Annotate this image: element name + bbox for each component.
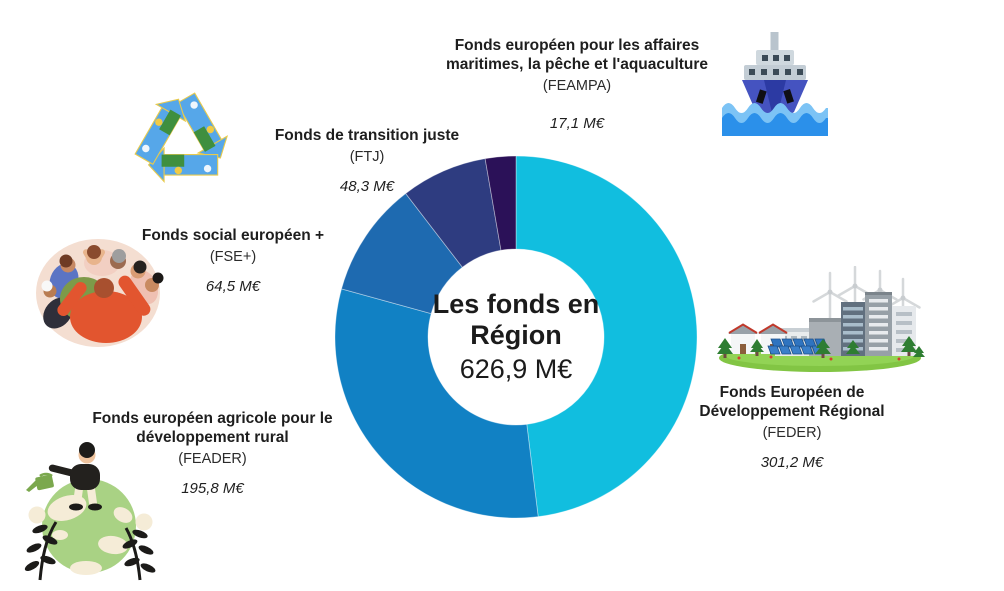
- donut-segment-feder: [515, 155, 698, 518]
- fund-code-feader: (FEADER): [178, 451, 247, 467]
- donut-segment-feader: [334, 288, 539, 519]
- donut-center-title-line2: Région: [470, 320, 562, 350]
- group-hug-icon: [32, 225, 172, 353]
- globe-gardener-icon: [20, 430, 160, 582]
- fund-code-feampa: (FEAMPA): [542, 78, 612, 94]
- fund-title-feader: Fonds européen agricole pour le développ…: [92, 410, 333, 446]
- ship-icon: [722, 30, 828, 136]
- fund-amount-ftj: 48,3 M€: [339, 178, 395, 195]
- fund-amount-feder: 301,2 M€: [760, 454, 824, 471]
- fund-title-ftj: Fonds de transition juste: [274, 127, 460, 144]
- recycling-icon: [115, 72, 250, 202]
- donut-segment-feampa: [484, 155, 517, 251]
- fund-label-ftj: Fonds de transition juste (FTJ) 48,3 M€: [262, 126, 472, 195]
- donut-center-total: 626,9 M€: [459, 354, 573, 384]
- fund-title-feder: Fonds Européen de Développement Régional: [699, 384, 885, 420]
- fund-label-fse-plus: Fonds social européen + (FSE+) 64,5 M€: [123, 226, 343, 295]
- fund-code-ftj: (FTJ): [349, 149, 385, 165]
- fund-title-feampa: Fonds européen pour les affaires maritim…: [445, 37, 709, 73]
- donut-svg: [334, 155, 698, 519]
- donut-center-title-line1: Les fonds en: [432, 289, 600, 319]
- fund-amount-feader: 195,8 M€: [181, 480, 244, 497]
- fund-label-feder: Fonds Européen de Développement Régional…: [692, 383, 892, 471]
- fund-amount-feampa: 17,1 M€: [549, 115, 605, 132]
- donut-segment-fse-plus: [341, 192, 463, 315]
- fund-title-fse-plus: Fonds social européen +: [141, 227, 325, 244]
- donut-chart: [334, 155, 698, 519]
- fund-code-feder: (FEDER): [762, 425, 822, 441]
- fund-label-feampa: Fonds européen pour les affaires maritim…: [417, 36, 737, 132]
- green-city-icon: [713, 266, 928, 374]
- donut-center: Les fonds en Région 626,9 M€: [416, 289, 616, 386]
- fund-amount-fse-plus: 64,5 M€: [205, 278, 261, 295]
- fund-code-fse-plus: (FSE+): [209, 249, 257, 265]
- fund-label-feader: Fonds européen agricole pour le développ…: [90, 409, 335, 497]
